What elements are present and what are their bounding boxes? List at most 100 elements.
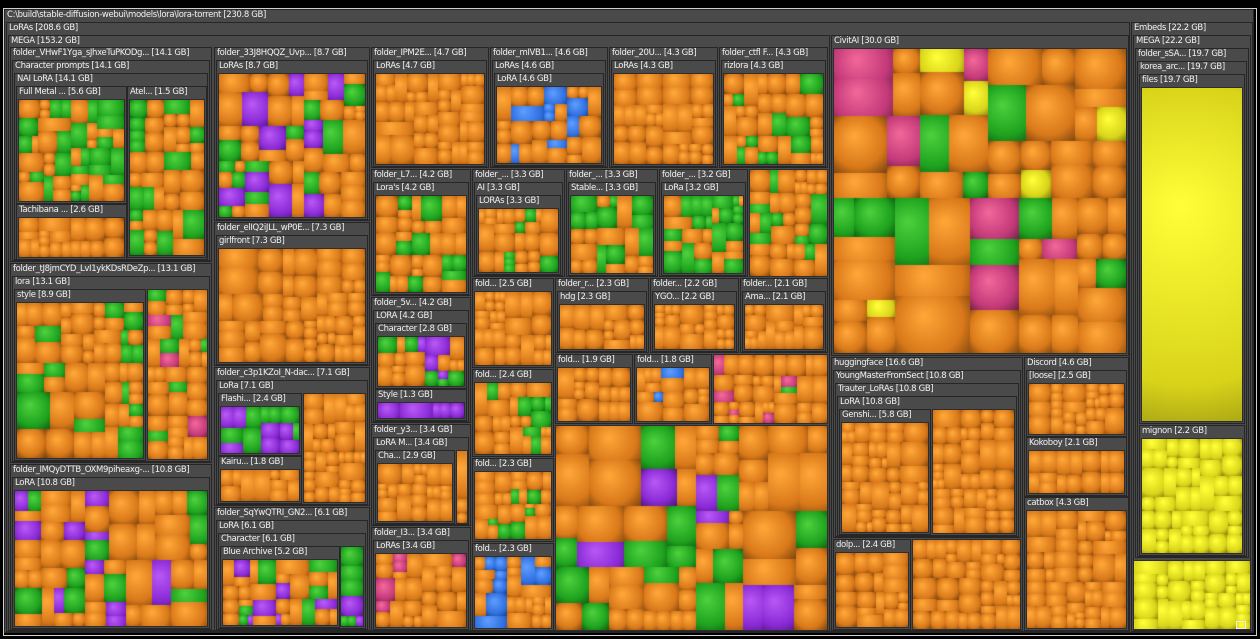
folder-ama[interactable]: Ama... [2.1 GB] bbox=[742, 291, 826, 352]
folder-mivb-label: folder_mIVB1... [4.6 GB] bbox=[493, 48, 588, 58]
file-tiles-canvas bbox=[376, 74, 484, 164]
folder-genshi-label: Genshi... [5.8 GB] bbox=[842, 410, 912, 420]
file-tiles-canvas bbox=[560, 305, 644, 349]
folder-loose[interactable]: [loose] [2.5 GB] bbox=[1026, 370, 1127, 437]
folder-bluearchive[interactable]: Blue Archive [5.2 GB] bbox=[220, 546, 340, 628]
folder-33j-loras[interactable]: LoRAs [8.7 GB] bbox=[216, 60, 368, 220]
folder-atel[interactable]: Atel... [1.5 GB] bbox=[127, 86, 207, 258]
folder-rizlora[interactable]: rizlora [4.3 GB] bbox=[721, 60, 826, 167]
folder-vhwfl-label: folder_VHwF1Yga_sJhxeTuPKODg... [14.1 GB… bbox=[13, 48, 190, 58]
folder-fold24[interactable]: fold... [2.4 GB] bbox=[472, 369, 554, 457]
huggingface-misc-files bbox=[912, 539, 1021, 630]
folder-fold23b-label: fold... [2.3 GB] bbox=[475, 544, 532, 554]
folder-kokoboy[interactable]: Kokoboy [2.1 GB] bbox=[1026, 437, 1127, 496]
imqy-lora-files bbox=[14, 490, 208, 627]
fold25-files bbox=[474, 291, 552, 366]
folder-style13[interactable]: Style [1.3 GB] bbox=[375, 389, 467, 421]
flashi-files bbox=[220, 406, 300, 454]
folder-civitai[interactable]: CivitAI [30.0 GB] bbox=[831, 35, 1129, 356]
folder-tachibana[interactable]: Tachibana ... [2.6 GB] bbox=[16, 204, 127, 260]
file-tiles-canvas bbox=[655, 305, 734, 349]
folder-20u-label: folder_20U... [4.3 GB] bbox=[612, 48, 697, 58]
folder-imqy-lora[interactable]: LoRA [10.8 GB] bbox=[12, 477, 210, 629]
folder-character28[interactable]: Character [2.8 GB] bbox=[375, 323, 467, 389]
folder-fold25[interactable]: fold... [2.5 GB] bbox=[472, 278, 554, 368]
folder-ipm2e-loras[interactable]: LoRAs [4.7 GB] bbox=[373, 60, 487, 167]
tl8jm-lora-files bbox=[147, 289, 208, 460]
file-tiles-canvas bbox=[223, 560, 337, 625]
folder-catbox[interactable]: catbox [4.3 GB] bbox=[1024, 497, 1129, 631]
folder-trauter-lora-label: LoRA [10.8 GB] bbox=[840, 397, 900, 407]
folder-ai-label: AI [3.3 GB] bbox=[477, 183, 520, 193]
folder-lora32[interactable]: LoRa [3.2 GB] bbox=[661, 182, 746, 276]
embeds-misc-files bbox=[1133, 560, 1251, 630]
folder-files[interactable]: files [19.7 GB] bbox=[1139, 74, 1245, 424]
file-tiles-canvas bbox=[637, 368, 709, 421]
folder-fold19[interactable]: fold... [1.9 GB] bbox=[555, 354, 633, 424]
file-tiles-canvas bbox=[1027, 511, 1126, 628]
ygo-files bbox=[654, 304, 735, 350]
file-tiles-canvas bbox=[834, 49, 1126, 353]
folder-loras42[interactable]: Lora's [4.2 GB] bbox=[373, 182, 469, 295]
folder-stable[interactable]: Stable... [3.3 GB] bbox=[568, 182, 656, 276]
file-tiles-canvas bbox=[842, 423, 928, 532]
folder-kairu[interactable]: Kairu... [1.8 GB] bbox=[218, 456, 302, 504]
folder-flashi[interactable]: Flashi... [2.4 GB] bbox=[218, 393, 302, 456]
style13-files bbox=[377, 402, 465, 419]
folder-hdg-parent-label: folder_r... [2.3 GB] bbox=[558, 279, 629, 289]
file-tiles-canvas bbox=[304, 394, 365, 502]
file-tiles-canvas bbox=[17, 303, 143, 458]
loras42-files bbox=[375, 195, 467, 293]
folder-i3-loras-label: LoRAs [3.4 GB] bbox=[376, 541, 435, 551]
folder-fullmetal[interactable]: Full Metal ... [5.6 GB] bbox=[16, 86, 127, 204]
fold18-files bbox=[636, 367, 710, 422]
folder-youngmaster-label: YoungMasterFromSect [10.8 GB] bbox=[836, 371, 964, 381]
folder-ygo[interactable]: YGO... [2.2 GB] bbox=[652, 291, 737, 352]
folder-33j-label: folder_33J8HQQZ_Uvp... [8.7 GB] bbox=[217, 48, 347, 58]
folder-dolp[interactable]: dolp... [2.4 GB] bbox=[833, 539, 911, 630]
file-tiles-canvas bbox=[724, 74, 823, 164]
fold23b-files bbox=[474, 556, 552, 629]
tachibana-files bbox=[18, 217, 125, 258]
style-files bbox=[16, 302, 144, 459]
folder-girlfront[interactable]: girlfront [7.3 GB] bbox=[216, 235, 368, 365]
folder-lora32-parent-label: folder_... [3.2 GB] bbox=[662, 170, 731, 180]
resize-grip-icon[interactable] bbox=[1236, 621, 1246, 629]
fullmetal-files bbox=[18, 99, 125, 202]
folder-fold23b[interactable]: fold... [2.3 GB] bbox=[472, 543, 554, 631]
folder-girlfront-label: girlfront [7.3 GB] bbox=[219, 236, 285, 246]
file-tiles-canvas bbox=[714, 355, 827, 423]
loose-files bbox=[1028, 383, 1125, 435]
folder-20u-loras[interactable]: LoRAs [4.3 GB] bbox=[611, 60, 716, 167]
folder-fold23a[interactable]: fold... [2.3 GB] bbox=[472, 458, 554, 542]
folder-cha29[interactable]: Cha... [2.9 GB] bbox=[375, 450, 455, 524]
folder-character-prompts-label: Character prompts [14.1 GB] bbox=[15, 61, 129, 71]
folder-fold19-label: fold... [1.9 GB] bbox=[558, 355, 615, 365]
folder-lora32-label: LoRa [3.2 GB] bbox=[664, 183, 719, 193]
folder-dolp-label: dolp... [2.4 GB] bbox=[836, 540, 895, 550]
genshi-files bbox=[841, 422, 929, 533]
folder-ai-parent-label: folder_... [3.3 GB] bbox=[475, 170, 544, 180]
folder-fold23a-label: fold... [2.3 GB] bbox=[475, 459, 532, 469]
folder-style13-label: Style [1.3 GB] bbox=[378, 390, 433, 400]
folder-i3-loras[interactable]: LoRAs [3.4 GB] bbox=[373, 540, 469, 630]
folder-mivb-lora[interactable]: LoRA [4.6 GB] bbox=[494, 73, 604, 166]
folder-style[interactable]: style [8.9 GB] bbox=[14, 289, 146, 461]
folder-style-label: style [8.9 GB] bbox=[17, 290, 71, 300]
folder-ipm2e-loras-label: LoRAs [4.7 GB] bbox=[376, 61, 435, 71]
folder-genshi[interactable]: Genshi... [5.8 GB] bbox=[839, 409, 931, 535]
file-tiles-canvas bbox=[219, 74, 365, 217]
folder-cha29-label: Cha... [2.9 GB] bbox=[378, 451, 436, 461]
folder-loras33[interactable]: LORAs [3.3 GB] bbox=[476, 195, 561, 275]
20u-loras-files bbox=[613, 73, 714, 165]
folder-stable-label: Stable... [3.3 GB] bbox=[571, 183, 638, 193]
treemap-border bbox=[3, 8, 1257, 636]
folder-files-label: files [19.7 GB] bbox=[1142, 75, 1198, 85]
stable-files bbox=[570, 195, 654, 274]
folder-embeds-mega-label: MEGA [22.2 GB] bbox=[1136, 36, 1200, 46]
folder-fold18[interactable]: fold... [1.8 GB] bbox=[634, 354, 712, 424]
mivb-lora-files bbox=[496, 86, 602, 164]
folder-mignon[interactable]: mignon [2.2 GB] bbox=[1139, 425, 1245, 556]
folder-hdg[interactable]: hdg [2.3 GB] bbox=[557, 291, 647, 352]
catbox-files bbox=[1026, 510, 1127, 629]
